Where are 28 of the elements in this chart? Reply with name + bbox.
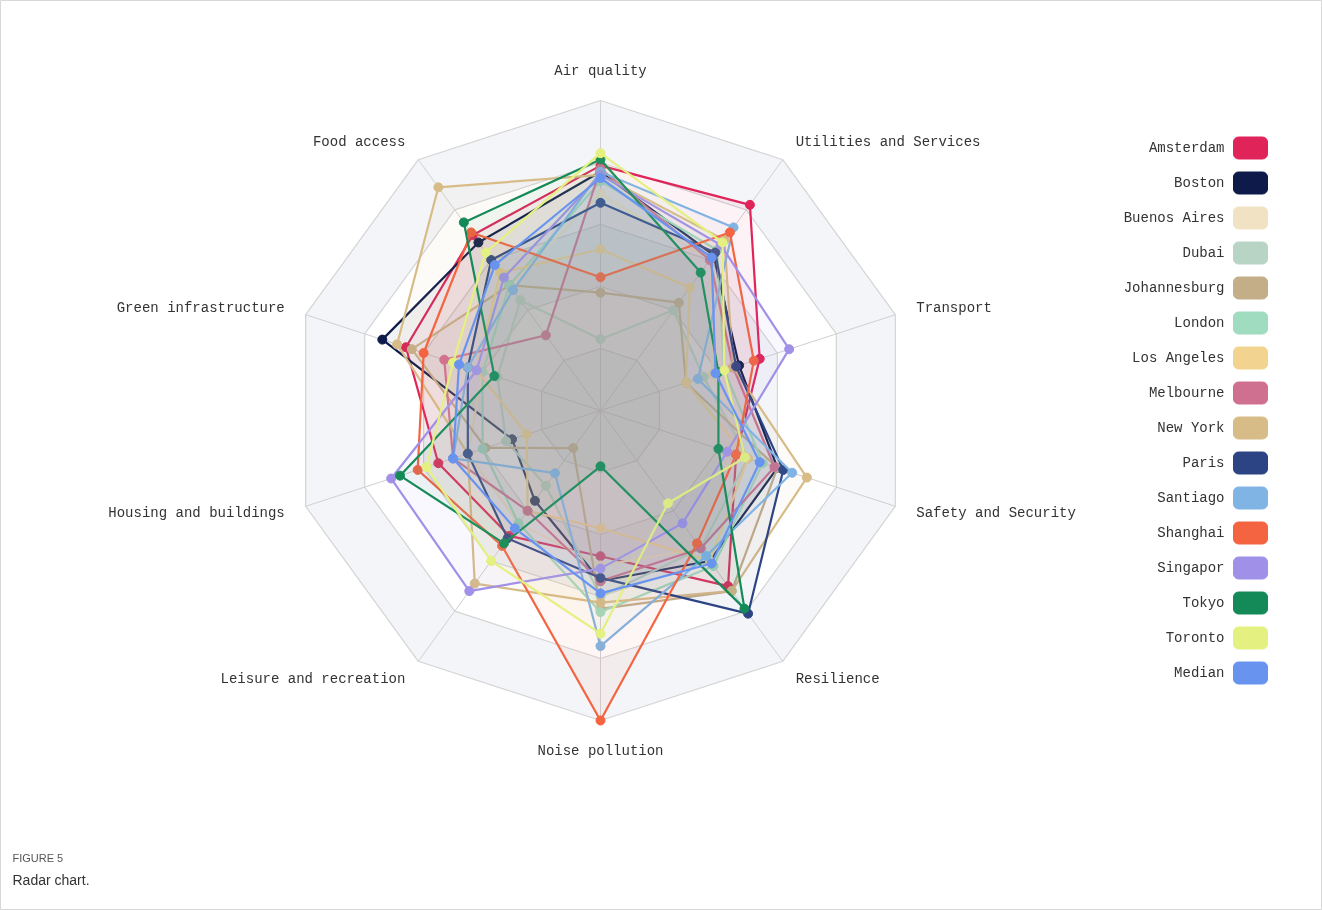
legend-label: Singapor [1157, 560, 1225, 576]
spoke-label: Food access [312, 133, 406, 150]
legend-label: Boston [1174, 175, 1225, 191]
caption: FIGURE 5 [12, 851, 64, 864]
legend-label: Median [1174, 665, 1225, 681]
legend-label: Dubai [1182, 245, 1225, 261]
spoke-label: Utilities and Services [795, 133, 981, 150]
legend-label: New York [1157, 420, 1225, 436]
legend-label: Shanghai [1157, 525, 1225, 541]
legend-label: London [1174, 315, 1225, 331]
spoke-label: Air quality [554, 62, 647, 79]
legend-label: Amsterdam [1148, 140, 1225, 156]
spoke-label: Green infrastructure [116, 299, 285, 316]
spoke-label: Resilience [795, 671, 880, 688]
spoke-label: Noise pollution [537, 742, 664, 759]
legend-label: Toronto [1165, 630, 1225, 646]
legend-label: Melbourne [1148, 385, 1225, 401]
legend-label: Buenos Aires [1123, 210, 1225, 226]
spoke-label: Leisure and recreation [220, 671, 406, 688]
text: Radar chart. [12, 871, 90, 888]
legend-label: Santiago [1157, 490, 1225, 506]
spoke-label: Housing and buildings [108, 505, 285, 522]
spoke-label: Transport [916, 299, 992, 316]
legend-label: Tokyo [1182, 595, 1225, 611]
legend-label: Paris [1182, 455, 1225, 471]
spoke-label: Safety and Security [916, 505, 1076, 522]
legend-label: Johannesburg [1123, 280, 1225, 296]
legend-label: Los Angeles [1132, 350, 1225, 366]
